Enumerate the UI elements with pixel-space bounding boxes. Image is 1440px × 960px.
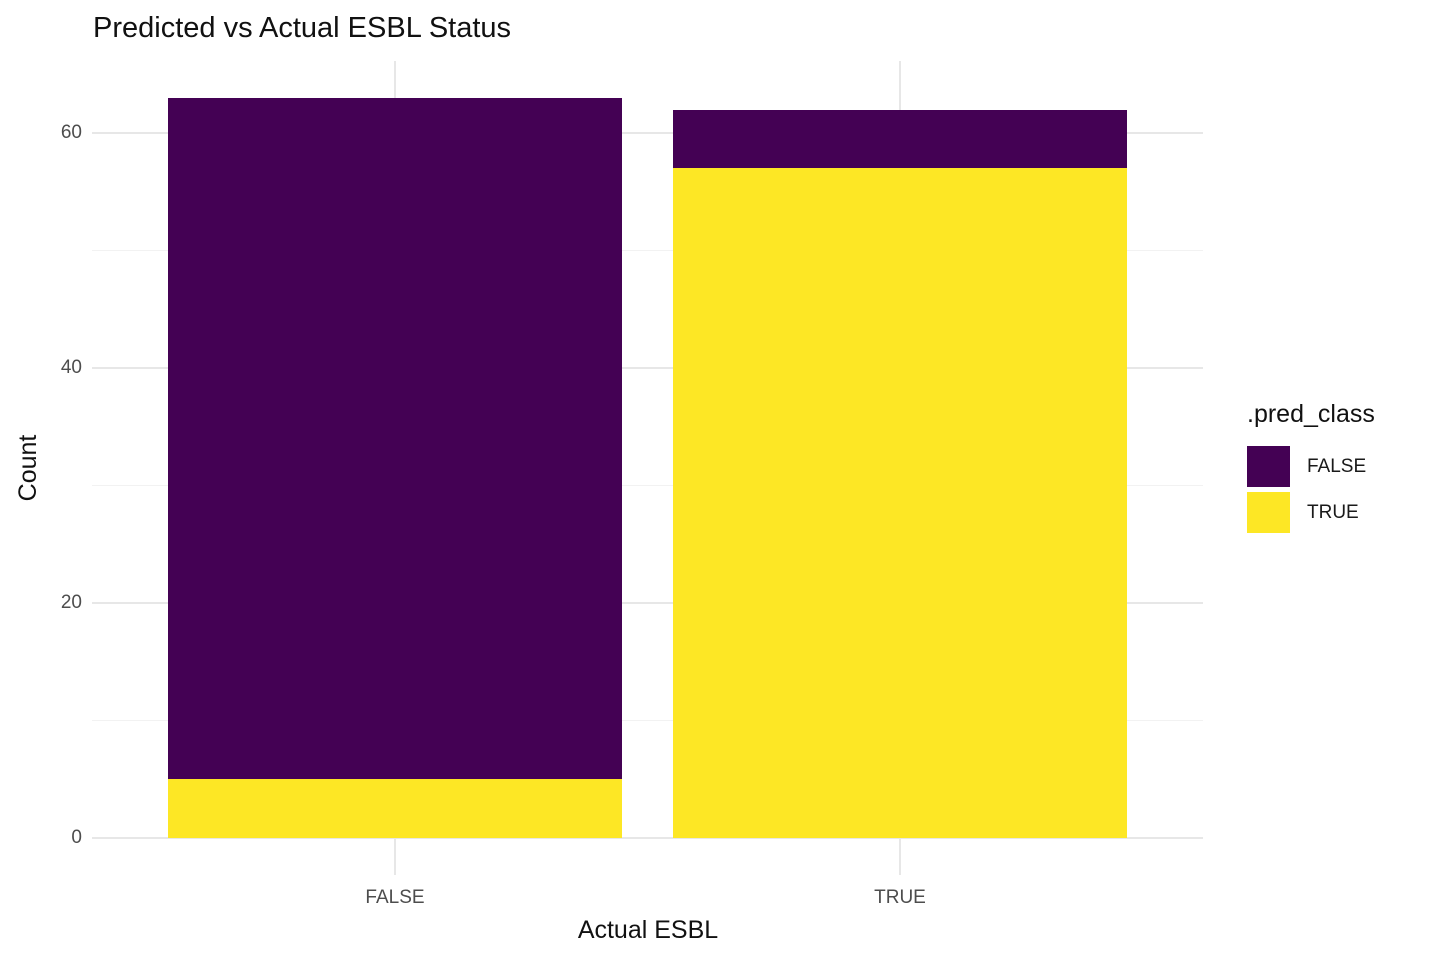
x-tick-label-false: FALSE — [365, 887, 425, 908]
bar-segment-pred-false — [673, 109, 1127, 169]
plot-panel — [92, 61, 1203, 875]
legend-label-true: TRUE — [1307, 501, 1359, 523]
bar-segment-pred-true — [673, 168, 1127, 838]
x-tick-label-true: TRUE — [874, 887, 926, 908]
gridline-y-major-20 — [92, 602, 1203, 604]
legend: .pred_class FALSE TRUE — [1247, 398, 1375, 538]
bar-actual-false — [168, 97, 622, 838]
y-tick-label-60: 60 — [60, 122, 82, 143]
legend-items: FALSE TRUE — [1247, 446, 1375, 533]
y-tick-label-40: 40 — [60, 357, 82, 378]
gridline-y-major-0 — [92, 837, 1203, 839]
gridline-y-major-60 — [92, 132, 1203, 134]
legend-title: .pred_class — [1247, 400, 1375, 428]
y-axis-title: Count — [14, 434, 42, 502]
legend-label-false: FALSE — [1307, 455, 1367, 477]
legend-item-true: TRUE — [1247, 492, 1375, 533]
gridline-y-minor-10 — [92, 720, 1203, 721]
bar-segment-pred-false — [168, 97, 622, 780]
x-axis-title: Actual ESBL — [577, 916, 719, 944]
y-tick-label-20: 20 — [60, 592, 82, 613]
chart-title: Predicted vs Actual ESBL Status — [93, 12, 512, 44]
legend-swatch-true — [1247, 492, 1290, 533]
y-tick-label-0: 0 — [71, 827, 82, 848]
gridline-y-minor-30 — [92, 485, 1203, 486]
bar-segment-pred-true — [168, 779, 622, 838]
gridline-y-major-40 — [92, 367, 1203, 369]
legend-item-false: FALSE — [1247, 446, 1375, 487]
gridline-y-minor-50 — [92, 250, 1203, 251]
legend-swatch-false — [1247, 446, 1290, 487]
bar-actual-true — [673, 109, 1127, 838]
